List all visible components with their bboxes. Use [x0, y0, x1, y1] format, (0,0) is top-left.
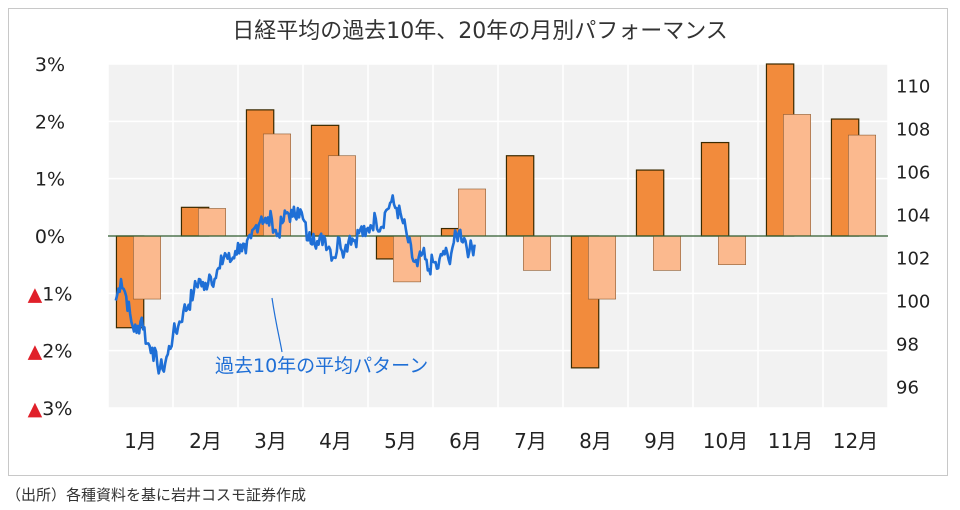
chart-title: 日経平均の過去10年、20年の月別パフォーマンス: [232, 19, 728, 44]
chart: 日経平均の過去10年、20年の月別パフォーマンス 3% 2% 1% 0% ▲1% ▲2% ▲…: [28, 19, 931, 453]
y-left-tick-label: 1%: [35, 169, 65, 191]
bar-20y-11: [783, 114, 811, 237]
y-right-tick-label: 106: [896, 163, 930, 184]
x-tick-label: 12月: [833, 429, 878, 453]
bar-20y-8: [588, 235, 616, 300]
bar-20y-4: [328, 155, 356, 237]
bar-20y-12: [848, 134, 876, 237]
x-tick-label: 1月: [124, 429, 157, 453]
bar-20y-2: [198, 208, 226, 237]
bar-20y-1: [133, 235, 161, 300]
y-left-tick-label: 3%: [35, 54, 65, 76]
x-tick-label: 6月: [449, 429, 482, 453]
x-tick-label: 5月: [384, 429, 417, 453]
annotation-label: 過去10年の平均パターン: [215, 355, 428, 377]
bar-10y-9: [635, 169, 665, 237]
x-tick-label: 8月: [579, 429, 612, 453]
annotation-leader-line: [271, 297, 283, 353]
y-left-tick-label: 0%: [35, 226, 65, 248]
bar-20y-7: [523, 235, 551, 271]
y-left-tick-label: ▲1%: [28, 283, 73, 305]
bar-10y-10: [700, 141, 730, 237]
line-10y-average-pattern: [114, 194, 476, 375]
x-tick-label: 9月: [644, 429, 677, 453]
tick-labels: 3% 2% 1% 0% ▲1% ▲2% ▲3% 110 108 106 104 102 100 98 96 1…: [28, 54, 931, 453]
bar-20y-6: [458, 188, 486, 237]
source-caption: （出所）各種資料を基に岩井コスモ証券作成: [6, 486, 307, 504]
y-left-tick-label: ▲2%: [28, 341, 73, 363]
x-tick-label: 10月: [703, 429, 748, 453]
x-tick-label: 4月: [319, 429, 352, 453]
x-tick-label: 11月: [768, 429, 813, 453]
bar-10y-7: [505, 155, 535, 237]
y-right-tick-label: 110: [896, 77, 930, 98]
bar-20y-10: [718, 235, 746, 265]
y-right-tick-label: 96: [896, 378, 919, 399]
y-left-tick-label: ▲3%: [28, 398, 73, 420]
y-right-tick-label: 102: [896, 249, 930, 270]
line-series: [114, 194, 476, 375]
y-left-tick-label: 2%: [35, 111, 65, 133]
annotation: 過去10年の平均パターン: [215, 297, 428, 377]
y-right-tick-label: 100: [896, 292, 930, 313]
x-tick-label: 2月: [189, 429, 222, 453]
y-right-tick-label: 104: [896, 206, 930, 227]
y-right-tick-label: 98: [896, 335, 919, 356]
bar-20y-9: [653, 235, 681, 271]
x-tick-label: 7月: [514, 429, 547, 453]
y-right-tick-label: 108: [896, 120, 930, 141]
x-tick-label: 3月: [254, 429, 287, 453]
